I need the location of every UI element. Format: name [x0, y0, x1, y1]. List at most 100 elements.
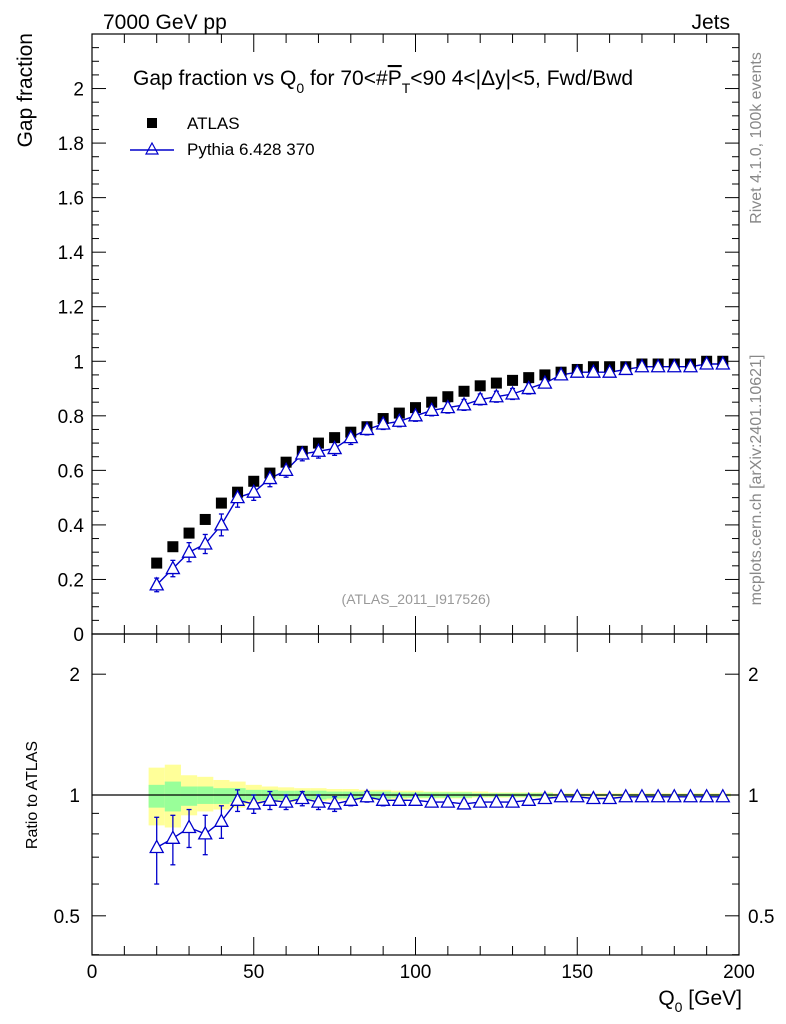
legend-atlas-marker — [147, 118, 157, 128]
header-left: 7000 GeV pp — [103, 11, 227, 34]
pythia-ratio-point — [262, 791, 278, 806]
title-sub-a: 0 — [296, 80, 304, 96]
atlas-point — [490, 377, 502, 389]
pythia-ratio-point — [197, 825, 213, 840]
x-axis-title-unit: [GeV] — [682, 987, 742, 1010]
pythia-ratio-point — [634, 788, 650, 803]
y-tick-label: 0.2 — [58, 570, 84, 591]
pythia-point — [472, 391, 488, 406]
y-tick-label: 1.6 — [58, 189, 84, 210]
atlas-point — [248, 475, 260, 487]
pythia-ratio-points — [149, 788, 731, 854]
pythia-point — [359, 421, 375, 436]
pythia-point — [391, 412, 407, 427]
pythia-ratio-point — [327, 795, 343, 810]
ratio-band-green — [164, 781, 181, 812]
atlas-points — [151, 355, 729, 569]
x-tick-label: 50 — [243, 962, 264, 983]
chart-title: Gap fraction vs Q0 for 70<#PT<90 4<|Δy|<… — [133, 67, 633, 96]
ratio-y-tick-label-right: 2 — [748, 665, 759, 686]
ratio-band-green — [213, 788, 230, 804]
pythia-point — [149, 576, 165, 591]
ratio-y-axis-title: Ratio to ATLAS — [24, 741, 41, 849]
pythia-ratio-point — [618, 788, 634, 803]
y-tick-label: 0.8 — [58, 407, 84, 428]
y-axis-title: Gap fraction — [14, 33, 37, 147]
pythia-point — [407, 407, 424, 422]
pythia-point — [424, 401, 440, 417]
pythia-ratio-point — [537, 790, 553, 805]
header-right: Jets — [691, 11, 730, 34]
x-axis-title: Q0 [GeV] — [658, 987, 742, 1015]
pythia-point — [521, 380, 537, 395]
pythia-ratio-point — [585, 790, 602, 805]
ratio-panel: 0.5 0.5 1 1 2 2 0 50 100 150 200 — [54, 633, 775, 983]
atlas-point — [183, 527, 195, 539]
y-tick-label: 2 — [73, 80, 84, 101]
ratio-band-green — [180, 786, 198, 806]
watermark: (ATLAS_2011_I917526) — [342, 591, 491, 607]
pythia-ratio-point — [440, 793, 456, 808]
pythia-point — [246, 483, 262, 498]
pythia-ratio-point — [456, 795, 472, 810]
pythia-point — [181, 543, 197, 558]
pythia-point — [327, 440, 343, 455]
atlas-point — [507, 374, 519, 386]
pythia-point — [213, 516, 229, 531]
atlas-point — [151, 557, 163, 569]
pythia-point — [666, 358, 682, 373]
title-part-b: for 70<# — [304, 67, 388, 90]
pythia-ratio-point — [165, 829, 181, 844]
ratio-y-tick-labels: 0.5 0.5 1 1 2 2 — [54, 665, 775, 928]
pythia-point — [650, 358, 666, 373]
y-tick-label: 0.4 — [58, 516, 85, 537]
pythia-ratio-point — [213, 812, 229, 827]
title-sub-c: T — [402, 80, 411, 96]
pythia-ratio-point — [310, 793, 327, 808]
ratio-band-green — [148, 784, 165, 808]
pythia-ratio-point — [343, 791, 359, 806]
legend-pythia-marker — [144, 141, 160, 155]
pythia-point — [634, 358, 650, 373]
atlas-point — [329, 432, 341, 444]
x-tick-label: 100 — [400, 962, 432, 983]
pythia-ratio-point — [504, 793, 521, 808]
legend-pythia-label: Pythia 6.428 370 — [187, 140, 315, 159]
pythia-point — [488, 388, 504, 403]
pythia-point — [504, 385, 521, 400]
pythia-ratio-point — [294, 790, 310, 805]
side-label-top: Rivet 4.1.0, 100k events — [748, 52, 765, 224]
pythia-point — [456, 396, 472, 411]
pythia-point — [618, 361, 634, 376]
pythia-ratio-point — [488, 793, 504, 808]
x-tick-label: 150 — [561, 962, 593, 983]
pythia-point — [343, 429, 359, 444]
pythia-point — [553, 366, 569, 381]
pythia-curve — [156, 363, 723, 586]
main-y-ticks — [92, 33, 739, 635]
x-tick-labels: 0 50 100 150 200 — [87, 962, 755, 983]
y-tick-label: 1.4 — [58, 243, 85, 264]
atlas-point — [442, 391, 454, 403]
side-label-bottom: mcplots.cern.ch [arXiv:2401.10621] — [748, 355, 765, 606]
atlas-point — [199, 513, 211, 525]
y-tick-label: 1.8 — [58, 134, 84, 155]
pythia-ratio-point — [699, 788, 715, 803]
pythia-ratio-point — [650, 788, 666, 803]
pythia-ratio-point — [149, 839, 165, 854]
main-y-tick-labels: 0 0.2 0.4 0.6 0.8 1 1.2 1.4 1.6 1.8 2 — [58, 80, 85, 646]
main-panel: 0 0.2 0.4 0.6 0.8 1 1.2 1.4 1.6 1.8 2 Gap fraction… — [58, 33, 740, 646]
y-tick-label: 1.2 — [58, 298, 84, 319]
pythia-point — [585, 363, 602, 378]
pythia-point — [715, 355, 731, 370]
pythia-ratio-point — [472, 793, 488, 808]
atlas-point — [215, 497, 227, 509]
ratio-y-tick-label-left: 2 — [69, 665, 80, 686]
y-tick-label: 0.6 — [58, 461, 84, 482]
pythia-ratio-point — [246, 795, 262, 810]
title-part-d: <90 4<|Δy|<5, Fwd/Bwd — [410, 67, 633, 90]
x-axis-title-sub: 0 — [675, 999, 683, 1015]
x-tick-label: 200 — [723, 962, 755, 983]
legend: ATLAS Pythia 6.428 370 — [130, 114, 315, 159]
atlas-point — [474, 380, 486, 392]
